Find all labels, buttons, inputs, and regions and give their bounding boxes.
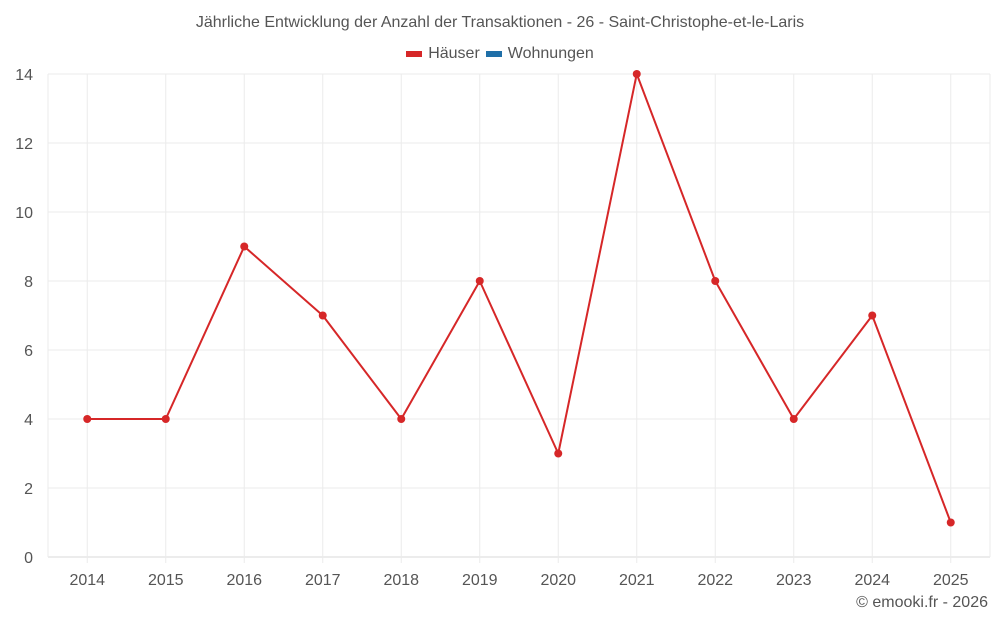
data-point bbox=[318, 311, 327, 320]
y-tick-label: 12 bbox=[15, 136, 33, 153]
data-point bbox=[240, 242, 249, 251]
legend-item-haeuser[interactable]: Häuser bbox=[406, 45, 480, 63]
copyright-credit: © emooki.fr - 2026 bbox=[856, 594, 988, 611]
data-point bbox=[397, 415, 406, 423]
x-tick-label: 2014 bbox=[69, 572, 105, 589]
legend-item-wohnungen[interactable]: Wohnungen bbox=[485, 45, 594, 63]
y-tick-label: 10 bbox=[15, 205, 33, 222]
x-tick-label: 2025 bbox=[933, 572, 969, 589]
legend-swatch-haeuser bbox=[406, 51, 423, 57]
x-tick-label: 2020 bbox=[540, 572, 576, 589]
data-point bbox=[946, 518, 955, 527]
y-tick-label: 8 bbox=[24, 274, 33, 291]
data-point bbox=[554, 449, 563, 458]
legend: Häuser Wohnungen bbox=[0, 45, 1000, 63]
data-point bbox=[711, 277, 720, 285]
x-tick-label: 2022 bbox=[697, 572, 733, 589]
data-point bbox=[868, 311, 877, 320]
data-point bbox=[475, 277, 484, 285]
y-tick-label: 4 bbox=[24, 412, 33, 429]
data-point bbox=[161, 415, 170, 423]
y-tick-label: 0 bbox=[24, 550, 33, 567]
x-tick-label: 2023 bbox=[776, 572, 812, 589]
x-tick-label: 2015 bbox=[148, 572, 184, 589]
x-tick-label: 2019 bbox=[462, 572, 498, 589]
legend-swatch-wohnungen bbox=[485, 51, 502, 57]
data-point bbox=[789, 415, 798, 423]
chart-title: Jährliche Entwicklung der Anzahl der Tra… bbox=[195, 14, 805, 31]
x-tick-label: 2021 bbox=[619, 572, 655, 589]
x-tick-label: 2016 bbox=[226, 572, 262, 589]
data-point bbox=[632, 70, 641, 78]
y-tick-label: 14 bbox=[15, 67, 33, 84]
x-tick-label: 2018 bbox=[383, 572, 419, 589]
legend-label-haeuser: Häuser bbox=[428, 45, 480, 62]
legend-label-wohnungen: Wohnungen bbox=[507, 45, 594, 62]
data-point bbox=[83, 415, 92, 423]
series-line-häuser bbox=[87, 73, 952, 523]
x-tick-label: 2017 bbox=[305, 572, 341, 589]
y-tick-label: 6 bbox=[24, 343, 33, 360]
x-tick-label: 2024 bbox=[854, 572, 890, 589]
y-tick-label: 2 bbox=[24, 481, 33, 498]
